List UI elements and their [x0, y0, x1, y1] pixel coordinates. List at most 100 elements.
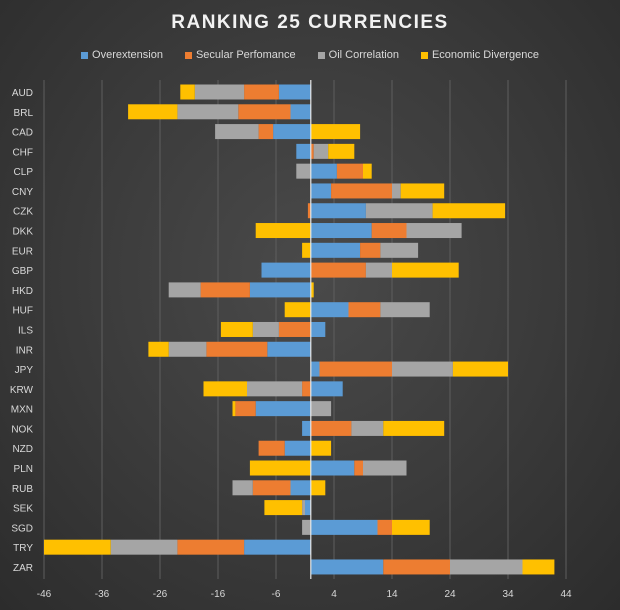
- bar-jpy-overextension: [310, 361, 320, 377]
- category-label: HUF: [12, 306, 33, 317]
- bar-clp-overextension: [310, 163, 337, 179]
- bar-chf-economic-divergence: [328, 143, 355, 159]
- category-label: CHF: [12, 147, 33, 158]
- bar-hkd-secular-perfomance: [200, 282, 250, 298]
- category-label: CZK: [13, 207, 33, 218]
- bar-aud-oil-correlation: [194, 84, 245, 100]
- category-label: SGD: [11, 523, 33, 534]
- x-tick-label: -26: [153, 589, 168, 600]
- bar-czk-overextension: [310, 203, 366, 219]
- category-label: RUB: [12, 484, 33, 495]
- bar-cny-overextension: [310, 183, 332, 199]
- x-tick-label: 34: [502, 589, 514, 600]
- x-tick-label: 14: [386, 589, 398, 600]
- bar-nok-economic-divergence: [383, 420, 445, 436]
- bar-try-overextension: [244, 539, 311, 555]
- bar-huf-overextension: [310, 302, 349, 318]
- bar-zar-economic-divergence: [522, 559, 555, 575]
- x-tick-label: 24: [444, 589, 456, 600]
- bar-brl-economic-divergence: [128, 104, 178, 120]
- x-tick-label: -6: [272, 589, 281, 600]
- bar-brl-overextension: [290, 104, 311, 120]
- bar-zar-secular-perfomance: [383, 559, 450, 575]
- bar-jpy-economic-divergence: [452, 361, 508, 377]
- bar-jpy-secular-perfomance: [319, 361, 392, 377]
- category-label: GBP: [12, 266, 33, 277]
- bar-gbp-overextension: [261, 262, 311, 278]
- bar-ils-secular-perfomance: [278, 321, 311, 337]
- bar-inr-economic-divergence: [148, 341, 169, 357]
- bar-chf-overextension: [296, 143, 311, 159]
- bar-gbp-oil-correlation: [365, 262, 392, 278]
- legend-label-oil-correlation: Oil Correlation: [328, 49, 399, 61]
- bar-rub-oil-correlation: [232, 480, 253, 496]
- bar-sgd-oil-correlation: [302, 519, 311, 535]
- legend-label-overextension: Overextension: [92, 49, 163, 61]
- bar-nzd-secular-perfomance: [258, 440, 285, 456]
- bar-mxn-oil-correlation: [310, 401, 332, 417]
- category-label: SEK: [13, 504, 33, 515]
- bar-inr-secular-perfomance: [206, 341, 268, 357]
- bar-hkd-overextension: [249, 282, 311, 298]
- chart-title: RANKING 25 CURRENCIES: [171, 12, 449, 33]
- category-label: HKD: [12, 286, 33, 297]
- bar-czk-secular-perfomance: [307, 203, 311, 219]
- bar-brl-secular-perfomance: [238, 104, 291, 120]
- x-tick-label: -16: [211, 589, 226, 600]
- bar-mxn-economic-divergence: [232, 401, 236, 417]
- bar-try-economic-divergence: [44, 539, 111, 555]
- bar-sek-overextension: [305, 500, 311, 516]
- bar-krw-oil-correlation: [247, 381, 303, 397]
- bar-rub-secular-perfomance: [252, 480, 291, 496]
- bar-ils-overextension: [310, 321, 326, 337]
- bar-gbp-secular-perfomance: [310, 262, 366, 278]
- bar-pln-overextension: [310, 460, 355, 476]
- bar-sgd-economic-divergence: [392, 519, 430, 535]
- legend-swatch-overextension: [81, 51, 89, 59]
- legend-swatch-economic-divergence: [420, 51, 428, 59]
- bar-mxn-secular-perfomance: [235, 401, 256, 417]
- category-label: PLN: [14, 464, 33, 475]
- bar-cny-economic-divergence: [400, 183, 445, 199]
- category-label: DKK: [12, 227, 33, 238]
- bar-ils-oil-correlation: [252, 321, 279, 337]
- legend-label-secular-performance: Secular Perfomance: [195, 49, 296, 61]
- bar-ils-economic-divergence: [220, 321, 253, 337]
- bar-pln-economic-divergence: [249, 460, 311, 476]
- category-label: MXN: [11, 405, 33, 416]
- legend-item-secular-performance: Secular Perfomance: [184, 49, 296, 61]
- bar-nok-secular-perfomance: [310, 420, 352, 436]
- bar-hkd-oil-correlation: [168, 282, 201, 298]
- bar-aud-overextension: [278, 84, 311, 100]
- bar-eur-economic-divergence: [302, 242, 311, 258]
- bar-sgd-overextension: [310, 519, 378, 535]
- bar-eur-overextension: [310, 242, 361, 258]
- bar-jpy-oil-correlation: [392, 361, 453, 377]
- bar-zar-oil-correlation: [450, 559, 523, 575]
- legend-item-overextension: Overextension: [81, 49, 163, 61]
- category-label: BRL: [14, 108, 34, 119]
- bar-czk-economic-divergence: [432, 203, 506, 219]
- category-label: EUR: [12, 246, 33, 257]
- bar-hkd-economic-divergence: [310, 282, 314, 298]
- category-label: KRW: [10, 385, 34, 396]
- bar-huf-secular-perfomance: [348, 302, 381, 318]
- bar-sek-oil-correlation: [302, 500, 305, 516]
- bar-mxn-overextension: [255, 401, 311, 417]
- bar-rub-overextension: [290, 480, 311, 496]
- bar-aud-economic-divergence: [180, 84, 195, 100]
- bar-chf-oil-correlation: [313, 143, 329, 159]
- legend-item-oil-correlation: Oil Correlation: [317, 49, 399, 61]
- category-label: NOK: [11, 424, 33, 435]
- category-label: ZAR: [13, 563, 33, 574]
- bar-cad-secular-perfomance: [258, 124, 274, 140]
- bar-dkk-secular-perfomance: [371, 223, 407, 239]
- legend-label-economic-divergence: Economic Divergence: [431, 49, 539, 61]
- bar-krw-economic-divergence: [203, 381, 247, 397]
- x-tick-label: 4: [331, 589, 337, 600]
- bar-sgd-secular-perfomance: [377, 519, 392, 535]
- bar-clp-oil-correlation: [296, 163, 311, 179]
- legend: Overextension Secular Perfomance Oil Cor…: [0, 49, 620, 61]
- bar-nzd-overextension: [284, 440, 311, 456]
